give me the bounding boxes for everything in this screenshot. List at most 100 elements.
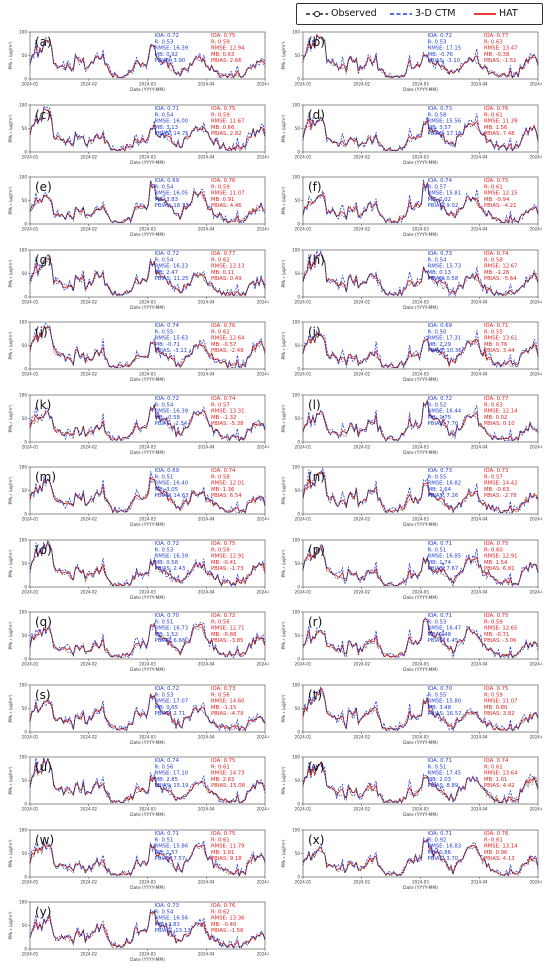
ctm-stat-r: R: 0.54	[428, 257, 447, 263]
series-observed-line	[29, 41, 266, 79]
y-axis-label: PM₂.₅ (μg/m³)	[281, 404, 286, 432]
hat-stat-r: R: 0.60	[484, 547, 503, 553]
y-tick-label: 0	[24, 874, 27, 879]
panel-chart: 0 50 100 PM₂.₅ (μg/m³) 2024-01 2024-02 2024-03…	[281, 682, 542, 746]
ctm-stat-pbias: PBIAS: 3.70	[428, 856, 459, 862]
ctm-stat-ioa: IOA: 0.73	[428, 251, 452, 257]
panel-chart: 0 50 100 PM₂.₅ (μg/m³) 2024-01 2024-02 2024-03…	[281, 537, 542, 601]
y-axis-label: PM₂.₅ (μg/m³)	[281, 621, 286, 649]
x-tick-label: 2024-05	[257, 299, 269, 304]
x-tick-label: 2024-05	[530, 517, 542, 522]
y-tick-label: 0	[297, 294, 300, 299]
hat-stat-mb: MB: -0.38	[484, 52, 510, 58]
hat-stat-ioa: IOA: 0.75	[484, 686, 508, 692]
x-axis-label: Date (YYYY-MM)	[403, 667, 438, 673]
ctm-stat-ioa: IOA: 0.74	[155, 323, 180, 329]
y-tick-label: 0	[297, 874, 300, 879]
hat-stat-pbias: PBIAS: 3.82	[484, 711, 515, 717]
panel-label: (y)	[35, 905, 51, 919]
y-tick-label: 100	[292, 392, 300, 397]
ctm-stat-pbias: PBIAS: -2.34	[155, 421, 188, 427]
x-tick-label: 2024-03	[139, 227, 156, 232]
x-tick-label: 2024-04	[471, 82, 488, 87]
x-tick-label: 2024-03	[139, 299, 156, 304]
ctm-stat-mb: MB: 0.58	[155, 559, 179, 565]
series-ctm-line	[302, 543, 539, 587]
x-tick-label: 2024-03	[412, 444, 429, 449]
panel-chart: 0 50 100 PM₂.₅ (μg/m³) 2024-01 2024-02 2024-03…	[8, 30, 269, 94]
y-axis-label: PM₂.₅ (μg/m³)	[8, 186, 13, 214]
hat-stat-r: R: 0.59	[211, 547, 230, 553]
ctm-stat-ioa: IOA: 0.70	[428, 686, 453, 692]
x-tick-label: 2024-04	[471, 299, 488, 304]
panel-chart: 0 50 100 PM₂.₅ (μg/m³) 2024-01 2024-02 2024-03…	[281, 827, 542, 891]
x-tick-label: 2024-04	[471, 879, 488, 884]
x-tick-label: 2024-02	[80, 879, 97, 884]
hat-stat-r: R: 0.59	[211, 184, 230, 190]
x-tick-label: 2024-05	[257, 879, 269, 884]
legend-observed-label: Observed	[331, 8, 377, 19]
series-observed-line	[29, 542, 266, 586]
ctm-stat-pbias: PBIAS: 10.36	[428, 348, 463, 354]
hat-stat-rmse: RMSE: 14.60	[211, 698, 245, 704]
hat-stat-pbias: PBIAS: 4.42	[484, 783, 515, 789]
x-tick-label: 2024-05	[257, 372, 269, 377]
ctm-stat-r: R: 0.54	[155, 184, 174, 190]
x-tick-label: 2024-03	[139, 807, 156, 812]
plot-area	[302, 104, 539, 152]
hat-stat-ioa: IOA: 0.75	[211, 831, 235, 837]
x-tick-label: 2024-02	[80, 372, 97, 377]
ctm-stat-r: R: 0.52	[428, 402, 447, 408]
series-ctm-line	[29, 694, 266, 732]
hat-stat-rmse: RMSE: 12.94	[211, 46, 245, 52]
hat-stat-pbias: PBIAS: 2.82	[211, 131, 242, 137]
hat-stat-ioa: IOA: 0.75	[211, 33, 235, 39]
ctm-stat-r: R: 0.50	[428, 329, 447, 335]
x-tick-label: 2024-01	[22, 734, 39, 739]
hat-stat-pbias: PBIAS: -3.06	[484, 638, 517, 644]
series-observed-line	[29, 111, 266, 151]
panel-label: (q)	[35, 615, 52, 629]
hat-stat-mb: MB: -0.88	[211, 632, 237, 638]
ctm-stat-pbias: PBIAS: 17.16	[428, 131, 463, 137]
x-tick-label: 2024-03	[412, 154, 429, 159]
ctm-stat-r: R: 0.53	[428, 39, 447, 45]
plot-area	[29, 249, 266, 297]
ctm-stat-r: R: 0.54	[155, 112, 174, 118]
x-tick-label: 2024-02	[353, 662, 370, 667]
panel-label: (e)	[35, 180, 52, 194]
series-observed-line	[29, 909, 266, 949]
series-ctm-line	[29, 180, 266, 224]
y-tick-label: 100	[292, 610, 300, 615]
y-axis-label: PM₂.₅ (μg/m³)	[8, 259, 13, 287]
hat-stat-mb: MB: -0.40	[211, 922, 237, 928]
x-tick-label: 2024-03	[412, 82, 429, 87]
hat-stat-rmse: RMSE: 12.67	[484, 263, 518, 269]
ctm-stat-rmse: RMSE: 16.73	[155, 626, 189, 632]
panel-h: 0 50 100 PM₂.₅ (μg/m³) 2024-01 2024-02 2024-03…	[277, 246, 542, 319]
y-tick-label: 50	[22, 198, 28, 203]
y-axis-label: PM₂.₅ (μg/m³)	[8, 114, 13, 142]
ctm-stat-r: R: 0.53	[155, 39, 174, 45]
hat-stat-pbias: PBIAS: -1.56	[211, 928, 244, 934]
x-tick-label: 2024-01	[295, 589, 312, 594]
y-tick-label: 0	[24, 294, 27, 299]
ctm-stat-ioa: IOA: 0.71	[155, 831, 179, 837]
x-tick-label: 2024-05	[530, 807, 542, 812]
hat-stat-pbias: PBIAS: 0.49	[211, 276, 242, 282]
x-tick-label: 2024-03	[412, 662, 429, 667]
series-observed-line	[302, 333, 539, 368]
y-tick-label: 0	[297, 439, 300, 444]
ctm-stat-mb: MB: 3.57	[428, 124, 451, 130]
hat-stat-pbias: PBIAS: -2.78	[484, 493, 517, 499]
x-axis-label: Date (YYYY-MM)	[130, 232, 165, 238]
x-axis-label: Date (YYYY-MM)	[130, 957, 165, 963]
ctm-stat-r: R: 0.57	[428, 184, 447, 190]
x-tick-label: 2024-04	[471, 589, 488, 594]
ctm-stat-pbias: PBIAS: 6.66	[155, 638, 186, 644]
ctm-stat-mb: MB: 3.48	[428, 704, 452, 710]
hat-stat-rmse: RMSE: 11.39	[484, 118, 518, 124]
ctm-stat-rmse: RMSE: 15.81	[428, 191, 462, 197]
panel-label: (k)	[35, 398, 51, 412]
x-tick-label: 2024-04	[198, 372, 215, 377]
